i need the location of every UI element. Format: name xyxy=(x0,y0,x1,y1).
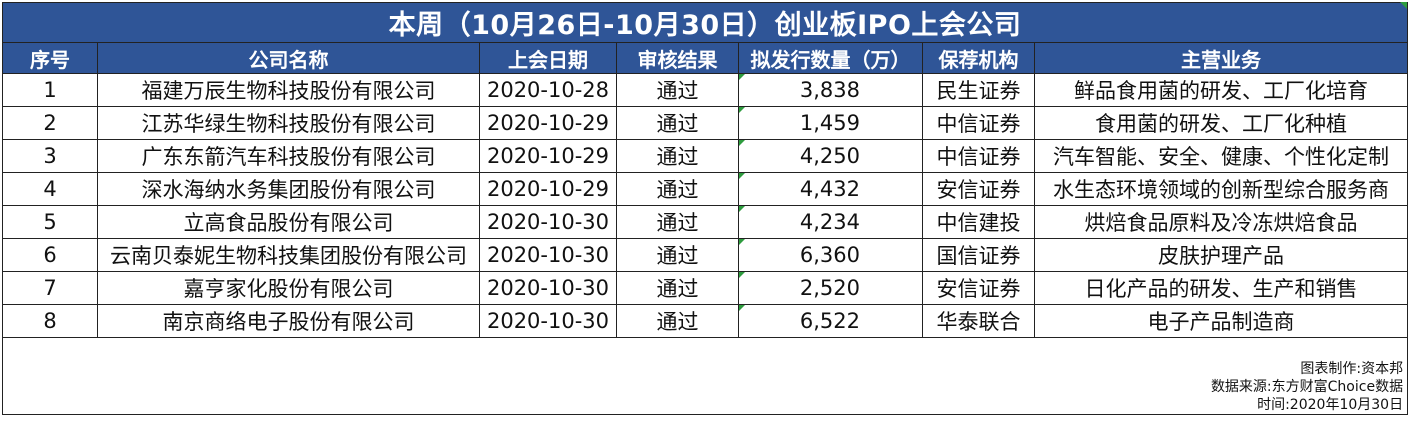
cell-business: 鲜品食用菌的研发、工厂化培育 xyxy=(1033,73,1409,107)
cell-result: 通过 xyxy=(616,304,739,338)
cell-shares: 4,234 xyxy=(738,205,923,239)
cell-business: 水生态环境领域的创新型综合服务商 xyxy=(1033,172,1409,206)
cell-business: 烘焙食品原料及冷冻烘焙食品 xyxy=(1033,205,1409,239)
cell-company: 福建万辰生物科技股份有限公司 xyxy=(97,73,480,107)
table-row: 2 江苏华绿生物科技股份有限公司 2020-10-29 通过 1,459 中信证… xyxy=(2,106,1409,140)
cell-date: 2020-10-30 xyxy=(479,304,617,338)
table-row: 7 嘉亨家化股份有限公司 2020-10-30 通过 2,520 安信证券 日化… xyxy=(2,271,1409,305)
cell-sponsor: 安信证券 xyxy=(922,172,1035,206)
header-seq: 序号 xyxy=(2,42,98,74)
cell-date: 2020-10-28 xyxy=(479,73,617,107)
cell-business: 电子产品制造商 xyxy=(1033,304,1409,338)
cell-sponsor: 中信证券 xyxy=(922,139,1035,173)
cell-result: 通过 xyxy=(616,238,739,272)
cell-result: 通过 xyxy=(616,205,739,239)
cell-company: 深水海纳水务集团股份有限公司 xyxy=(97,172,480,206)
cell-shares: 3,838 xyxy=(738,73,923,107)
cell-date: 2020-10-29 xyxy=(479,172,617,206)
cell-shares: 6,360 xyxy=(738,238,923,272)
cell-shares: 2,520 xyxy=(738,271,923,305)
cell-business: 食用菌的研发、工厂化种植 xyxy=(1033,106,1409,140)
cell-company: 广东东箭汽车科技股份有限公司 xyxy=(97,139,480,173)
footer-maker: 图表制作:资本邦 xyxy=(1300,361,1404,377)
cell-shares: 6,522 xyxy=(738,304,923,338)
footer-time: 时间:2020年10月30日 xyxy=(1257,397,1404,413)
table-footer: 图表制作:资本邦 数据来源:东方财富Choice数据 时间:2020年10月30… xyxy=(1,337,1409,415)
cell-seq: 4 xyxy=(2,172,98,206)
cell-date: 2020-10-30 xyxy=(479,271,617,305)
cell-sponsor: 中信证券 xyxy=(922,106,1035,140)
cell-seq: 1 xyxy=(2,73,98,107)
cell-shares: 4,250 xyxy=(738,139,923,173)
cell-date: 2020-10-29 xyxy=(479,106,617,140)
cell-company: 云南贝泰妮生物科技集团股份有限公司 xyxy=(97,238,480,272)
cell-sponsor: 国信证券 xyxy=(922,238,1035,272)
cell-business: 皮肤护理产品 xyxy=(1033,238,1409,272)
cell-sponsor: 民生证券 xyxy=(922,73,1035,107)
cell-sponsor: 中信建投 xyxy=(922,205,1035,239)
cell-result: 通过 xyxy=(616,139,739,173)
cell-seq: 6 xyxy=(2,238,98,272)
cell-result: 通过 xyxy=(616,73,739,107)
cell-business: 日化产品的研发、生产和销售 xyxy=(1033,271,1409,305)
cell-company: 南京商络电子股份有限公司 xyxy=(97,304,480,338)
cell-shares: 4,432 xyxy=(738,172,923,206)
cell-result: 通过 xyxy=(616,106,739,140)
cell-date: 2020-10-30 xyxy=(479,238,617,272)
header-company: 公司名称 xyxy=(97,42,480,74)
cell-seq: 3 xyxy=(2,139,98,173)
table-row: 3 广东东箭汽车科技股份有限公司 2020-10-29 通过 4,250 中信证… xyxy=(2,139,1409,173)
header-sponsor: 保荐机构 xyxy=(922,42,1035,74)
cell-result: 通过 xyxy=(616,172,739,206)
cell-shares: 1,459 xyxy=(738,106,923,140)
header-business: 主营业务 xyxy=(1033,42,1409,74)
table-row: 5 立高食品股份有限公司 2020-10-30 通过 4,234 中信建投 烘焙… xyxy=(2,205,1409,239)
cell-company: 江苏华绿生物科技股份有限公司 xyxy=(97,106,480,140)
header-row: 序号 公司名称 上会日期 审核结果 拟发行数量（万） 保荐机构 主营业务 xyxy=(2,42,1409,74)
footer-source: 数据来源:东方财富Choice数据 xyxy=(1210,379,1404,395)
cell-seq: 2 xyxy=(2,106,98,140)
cell-comment-marker xyxy=(1400,2,1407,9)
cell-company: 嘉亨家化股份有限公司 xyxy=(97,271,480,305)
table-title: 本周（10月26日-10月30日）创业板IPO上会公司 xyxy=(1,2,1409,43)
cell-business: 汽车智能、安全、健康、个性化定制 xyxy=(1033,139,1409,173)
cell-date: 2020-10-29 xyxy=(479,139,617,173)
cell-seq: 8 xyxy=(2,304,98,338)
header-result: 审核结果 xyxy=(616,42,739,74)
cell-sponsor: 安信证券 xyxy=(922,271,1035,305)
table-row: 1 福建万辰生物科技股份有限公司 2020-10-28 通过 3,838 民生证… xyxy=(2,73,1409,107)
table-row: 4 深水海纳水务集团股份有限公司 2020-10-29 通过 4,432 安信证… xyxy=(2,172,1409,206)
cell-seq: 5 xyxy=(2,205,98,239)
cell-company: 立高食品股份有限公司 xyxy=(97,205,480,239)
cell-seq: 7 xyxy=(2,271,98,305)
header-date: 上会日期 xyxy=(479,42,617,74)
cell-sponsor: 华泰联合 xyxy=(922,304,1035,338)
table-row: 8 南京商络电子股份有限公司 2020-10-30 通过 6,522 华泰联合 … xyxy=(2,304,1409,338)
header-shares: 拟发行数量（万） xyxy=(738,42,923,74)
cell-result: 通过 xyxy=(616,271,739,305)
cell-date: 2020-10-30 xyxy=(479,205,617,239)
table-row: 6 云南贝泰妮生物科技集团股份有限公司 2020-10-30 通过 6,360 … xyxy=(2,238,1409,272)
